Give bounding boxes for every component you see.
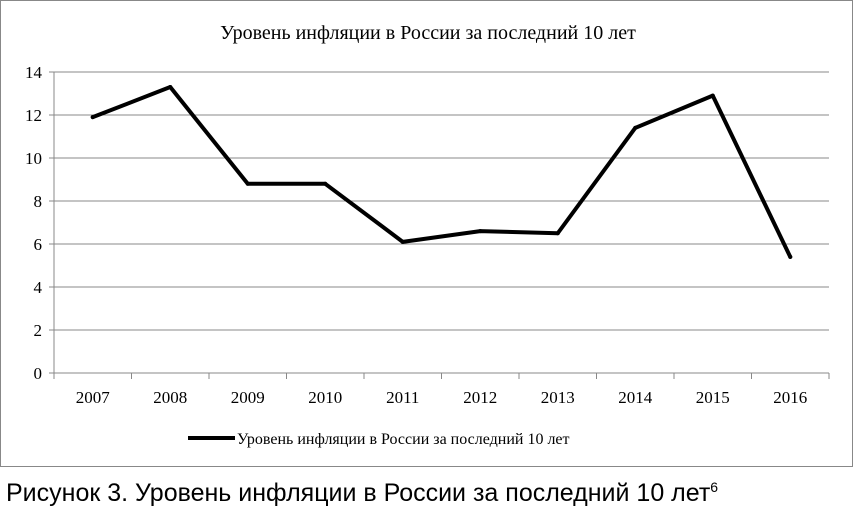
x-tick-label: 2015 <box>696 388 730 407</box>
x-tick-label: 2013 <box>541 388 575 407</box>
axes <box>49 71 830 379</box>
x-tick-label: 2010 <box>308 388 342 407</box>
line-chart: Уровень инфляции в России за последний 1… <box>25 22 830 448</box>
data-point <box>788 254 793 259</box>
y-tick-label: 4 <box>34 278 43 297</box>
y-tick-labels: 0 2 4 6 8 10 12 14 <box>25 63 43 383</box>
x-tick-labels: 2007 2008 2009 2010 2011 2012 2013 2014 2015 2016 <box>76 388 808 407</box>
data-point <box>400 239 405 244</box>
y-tick-label: 2 <box>34 321 43 340</box>
x-tick-label: 2012 <box>463 388 497 407</box>
data-point <box>710 93 715 98</box>
data-point <box>478 229 483 234</box>
gridlines <box>54 71 829 331</box>
series-line <box>90 85 793 259</box>
x-tick-label: 2007 <box>76 388 111 407</box>
caption-text: Рисунок 3. Уровень инфляции в России за … <box>6 479 711 507</box>
legend-label: Уровень инфляции в России за последний 1… <box>237 431 570 448</box>
data-point <box>323 181 328 186</box>
series-lines <box>90 85 793 259</box>
x-tick-label: 2011 <box>386 388 419 407</box>
figure-caption: Рисунок 3. Уровень инфляции в России за … <box>6 478 718 508</box>
chart-frame: Уровень инфляции в России за последний 1… <box>0 0 853 467</box>
y-tick-label: 8 <box>34 192 43 211</box>
data-point <box>555 231 560 236</box>
data-point <box>633 125 638 130</box>
y-tick-label: 14 <box>25 63 43 82</box>
data-point <box>168 85 173 90</box>
data-point <box>90 115 95 120</box>
x-tick-label: 2008 <box>153 388 187 407</box>
y-tick-label: 0 <box>34 364 43 383</box>
y-tick-label: 12 <box>25 106 42 125</box>
y-tick-label: 10 <box>25 149 42 168</box>
data-point <box>245 181 250 186</box>
caption-footnote: 6 <box>710 479 719 495</box>
x-tick-label: 2009 <box>231 388 265 407</box>
x-tick-label: 2014 <box>618 388 653 407</box>
x-tick-label: 2016 <box>773 388 807 407</box>
y-tick-label: 6 <box>34 235 43 254</box>
chart-title: Уровень инфляции в России за последний 1… <box>220 22 636 44</box>
legend: Уровень инфляции в России за последний 1… <box>188 431 570 448</box>
